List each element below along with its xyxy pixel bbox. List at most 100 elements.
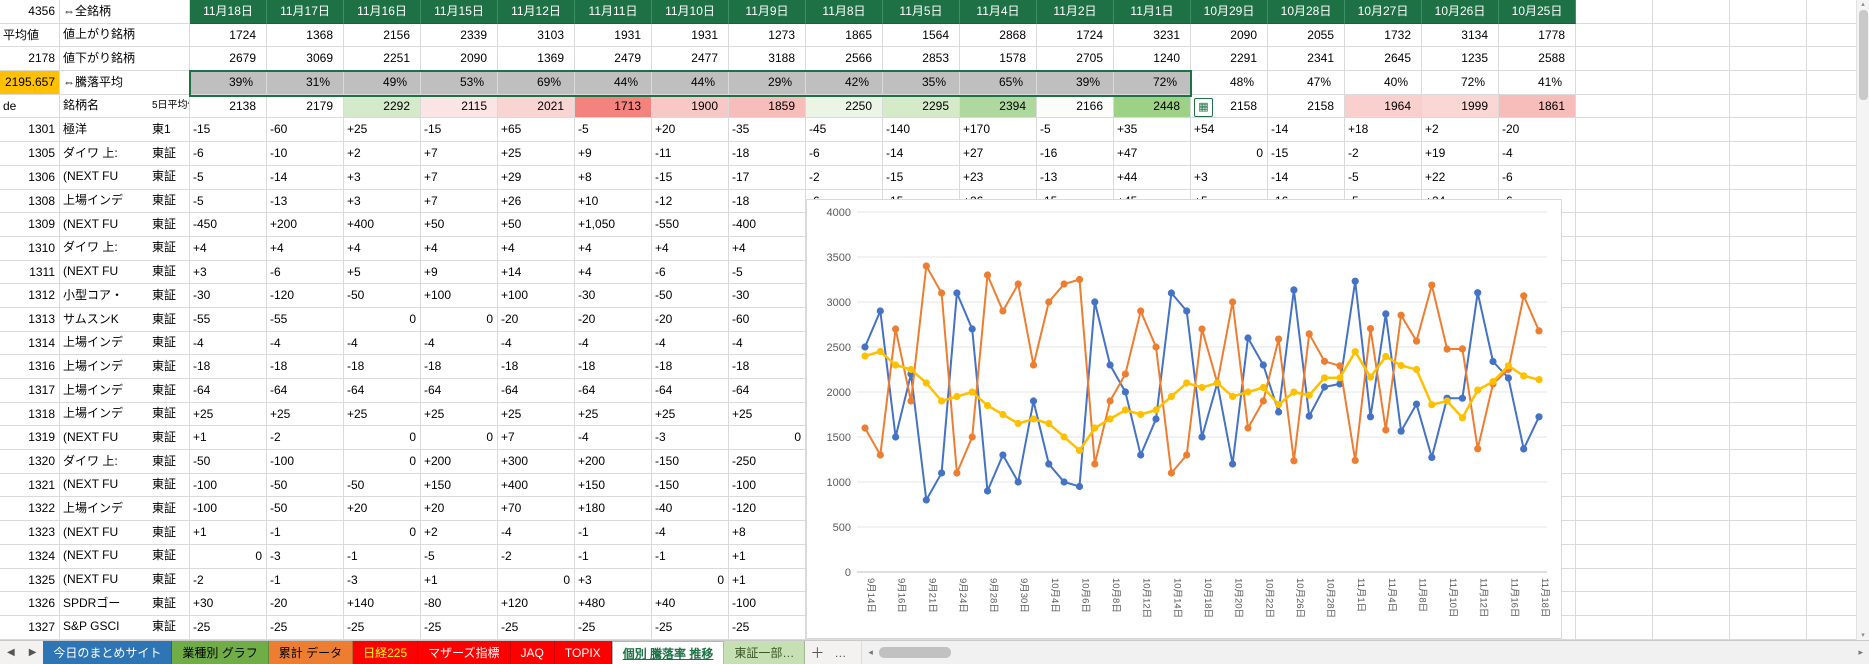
empty-cell[interactable]: [1807, 284, 1869, 308]
sheet-tab-jaq[interactable]: JAQ: [510, 641, 555, 664]
change-value-cell[interactable]: +300: [498, 450, 575, 474]
empty-cell[interactable]: [1576, 236, 1653, 261]
empty-cell[interactable]: [1730, 94, 1807, 119]
advancers-count-cell[interactable]: 2339: [421, 23, 498, 48]
cell-total-count[interactable]: 4356: [0, 0, 60, 24]
empty-cell[interactable]: [1653, 118, 1730, 143]
date-header-cell[interactable]: 11月4日: [960, 0, 1037, 24]
change-value-cell[interactable]: +3: [575, 568, 652, 593]
change-value-cell[interactable]: +25: [498, 402, 575, 427]
advancers-count-cell[interactable]: 1778: [1499, 23, 1576, 48]
change-value-cell[interactable]: -1: [575, 521, 652, 545]
change-value-cell[interactable]: +25: [652, 402, 729, 427]
sheet-tab-cumulative-data[interactable]: 累計 データ: [268, 641, 354, 664]
stock-code-cell[interactable]: 1317: [0, 379, 60, 403]
empty-cell[interactable]: [1576, 426, 1653, 451]
avg5-value-cell[interactable]: 2250: [806, 94, 883, 119]
empty-cell[interactable]: [1576, 118, 1653, 143]
change-value-cell[interactable]: +140: [344, 592, 421, 616]
change-value-cell[interactable]: -80: [421, 592, 498, 616]
change-value-cell[interactable]: -18: [498, 355, 575, 379]
change-value-cell[interactable]: -3: [652, 426, 729, 451]
change-value-cell[interactable]: -120: [729, 497, 806, 522]
change-value-cell[interactable]: +9: [421, 260, 498, 285]
date-header-cell[interactable]: 11月18日: [190, 0, 267, 24]
stock-name-cell[interactable]: ダイワ 上: 東証: [60, 142, 190, 166]
change-value-cell[interactable]: +25: [575, 402, 652, 427]
change-value-cell[interactable]: +35: [1114, 118, 1191, 143]
avg5-value-cell[interactable]: 1900: [652, 94, 729, 119]
change-value-cell[interactable]: +40: [652, 592, 729, 616]
change-value-cell[interactable]: +4: [498, 236, 575, 261]
embedded-line-chart[interactable]: 0 500 1000 1500 2000 2500 3000 3500 4000 9月14日 9月1…: [806, 199, 1562, 639]
scroll-down-arrow-icon[interactable]: ▾: [1861, 632, 1865, 639]
sheet-tab-topix[interactable]: TOPIX: [554, 641, 612, 664]
empty-cell[interactable]: [1653, 284, 1730, 308]
change-value-cell[interactable]: -250: [729, 450, 806, 474]
empty-cell[interactable]: [1653, 71, 1730, 95]
change-value-cell[interactable]: -5: [729, 260, 806, 285]
date-header-cell[interactable]: 11月10日: [652, 0, 729, 24]
avg5-value-cell[interactable]: 2115: [421, 94, 498, 119]
change-value-cell[interactable]: -140: [883, 118, 960, 143]
change-value-cell[interactable]: +27: [960, 142, 1037, 166]
empty-cell[interactable]: [1807, 166, 1869, 190]
change-value-cell[interactable]: +4: [575, 236, 652, 261]
change-value-cell[interactable]: -4: [575, 331, 652, 356]
change-value-cell[interactable]: -18: [267, 355, 344, 379]
change-value-cell[interactable]: -50: [344, 473, 421, 498]
change-value-cell[interactable]: -64: [344, 379, 421, 403]
stock-name-cell[interactable]: 上場インデ 東証: [60, 497, 190, 522]
change-value-cell[interactable]: +200: [421, 450, 498, 474]
stock-code-cell[interactable]: 1327: [0, 615, 60, 640]
updown-ratio-cell[interactable]: 65%: [960, 71, 1037, 95]
change-value-cell[interactable]: -12: [652, 189, 729, 214]
decliners-count-cell[interactable]: 2588: [1499, 47, 1576, 72]
change-value-cell[interactable]: -5: [1345, 165, 1422, 190]
stock-code-cell[interactable]: 1308: [0, 189, 60, 214]
hscroll-left-arrow-icon[interactable]: ◂: [868, 647, 873, 657]
decliners-count-cell[interactable]: 1240: [1114, 47, 1191, 72]
updown-ratio-cell[interactable]: 48%: [1191, 71, 1268, 95]
stock-name-cell[interactable]: サムスンK 東証: [60, 307, 190, 332]
hscroll-right-arrow-icon[interactable]: ▸: [1858, 647, 1863, 657]
change-value-cell[interactable]: +65: [498, 118, 575, 143]
change-value-cell[interactable]: +19: [1422, 142, 1499, 166]
stock-name-cell[interactable]: 上場インデ 東証: [60, 402, 190, 427]
empty-cell[interactable]: [1576, 544, 1653, 569]
change-value-cell[interactable]: -120: [267, 284, 344, 308]
change-value-cell[interactable]: -100: [729, 473, 806, 498]
change-value-cell[interactable]: +7: [421, 142, 498, 166]
decliners-count-cell[interactable]: 2291: [1191, 47, 1268, 72]
change-value-cell[interactable]: +400: [344, 213, 421, 237]
sheet-tab-nikkei225[interactable]: 日経225: [353, 641, 419, 664]
change-value-cell[interactable]: -1: [344, 544, 421, 569]
decliners-count-cell[interactable]: 2341: [1268, 47, 1345, 72]
empty-cell[interactable]: [1653, 213, 1730, 237]
empty-cell[interactable]: [1807, 261, 1869, 285]
date-header-cell[interactable]: 10月28日: [1268, 0, 1345, 24]
empty-cell[interactable]: [1807, 497, 1869, 522]
empty-cell[interactable]: [1807, 379, 1869, 403]
decliners-count-cell[interactable]: 2566: [806, 47, 883, 72]
avg5-value-cell[interactable]: 1861: [1499, 94, 1576, 119]
empty-cell[interactable]: [1576, 213, 1653, 237]
change-value-cell[interactable]: +25: [498, 142, 575, 166]
change-value-cell[interactable]: -18: [421, 355, 498, 379]
updown-ratio-cell[interactable]: 31%: [267, 71, 344, 95]
avg5-value-cell[interactable]: 2166: [1037, 94, 1114, 119]
change-value-cell[interactable]: -50: [652, 284, 729, 308]
change-value-cell[interactable]: -64: [421, 379, 498, 403]
avg5-value-cell[interactable]: 2448: [1114, 94, 1191, 119]
change-value-cell[interactable]: -17: [729, 165, 806, 190]
updown-ratio-cell[interactable]: 69%: [498, 71, 575, 95]
stock-code-cell[interactable]: 1324: [0, 544, 60, 569]
change-value-cell[interactable]: 0: [421, 307, 498, 332]
change-value-cell[interactable]: +4: [190, 236, 267, 261]
empty-cell[interactable]: [1807, 308, 1869, 332]
stock-code-cell[interactable]: 1306: [0, 165, 60, 190]
empty-cell[interactable]: [1807, 95, 1869, 119]
change-value-cell[interactable]: +50: [498, 213, 575, 237]
change-value-cell[interactable]: -4: [498, 331, 575, 356]
change-value-cell[interactable]: +4: [652, 236, 729, 261]
